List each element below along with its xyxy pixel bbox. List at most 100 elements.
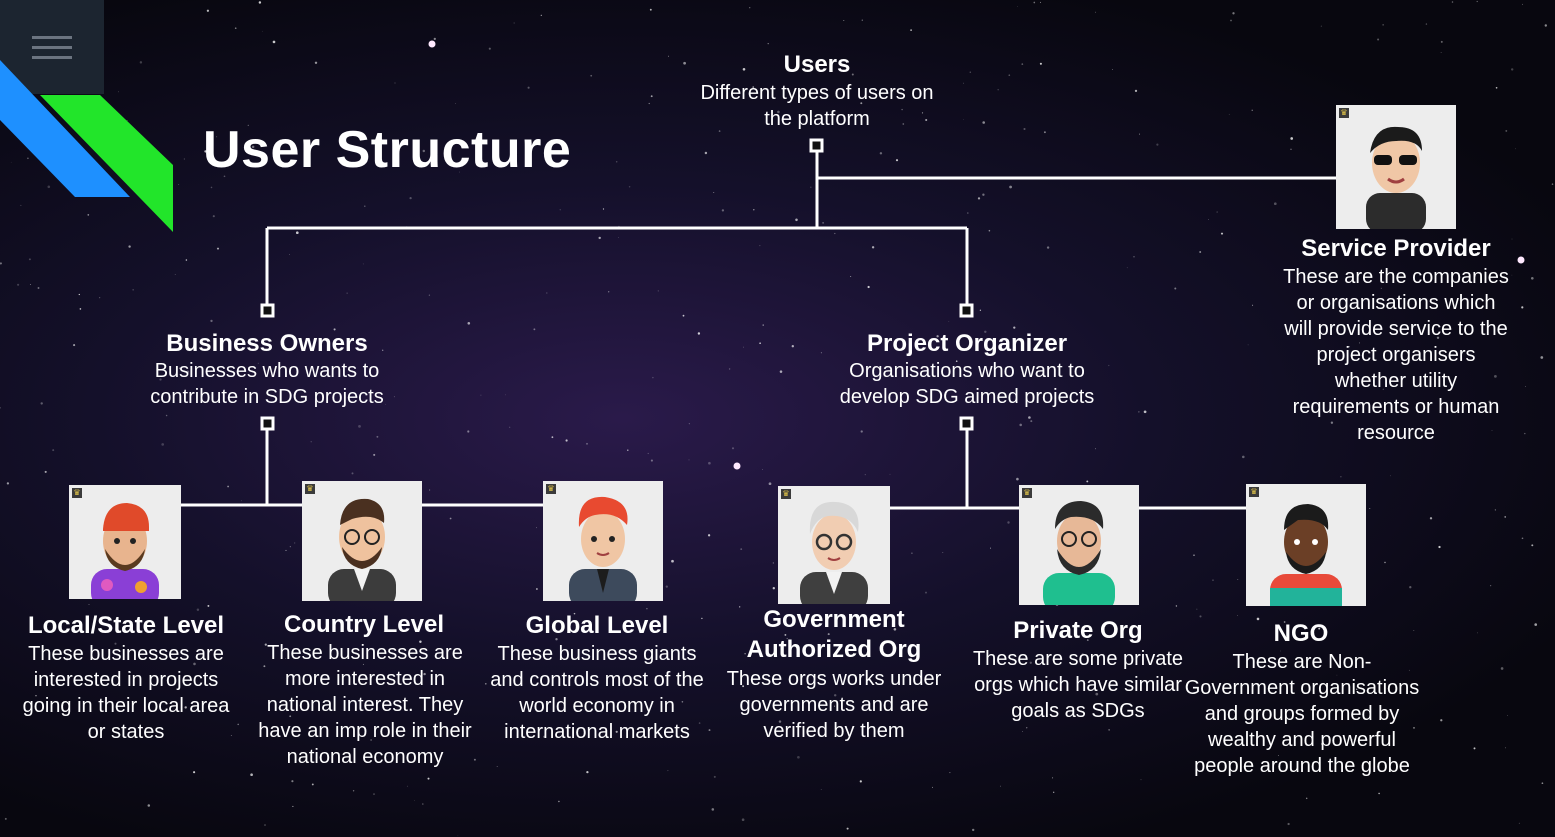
star [1095,692,1099,696]
bright-star [733,462,741,470]
star [1297,624,1300,627]
star [210,186,213,189]
star [648,102,650,105]
star [114,642,117,645]
star [1358,403,1361,406]
star [667,770,669,772]
star [1551,183,1554,185]
star [1510,68,1514,71]
star [615,730,618,733]
star [1511,274,1513,276]
star [740,548,743,550]
decorative-stripes [0,60,173,232]
private-org-avatar: ♛ [1019,485,1139,605]
star [230,139,232,141]
star [895,159,899,162]
star [608,291,610,293]
star [910,368,912,370]
star [1290,137,1294,140]
star [772,587,775,590]
star [509,426,511,428]
star [207,604,210,607]
star [223,175,226,178]
star [1134,89,1138,93]
star [473,758,476,761]
star [480,394,482,396]
star [652,376,654,379]
star [467,322,471,325]
star [196,608,200,611]
star [1290,148,1292,150]
star [533,328,536,331]
star [484,682,487,685]
star [289,546,291,548]
local-state-avatar: ♛ [69,485,181,599]
star [650,95,653,98]
star [739,606,741,608]
star [178,367,181,370]
star [285,658,286,659]
menu-bar-icon [32,35,72,39]
star [1237,579,1239,581]
star [932,786,933,788]
star [1207,218,1209,220]
star [1378,792,1380,795]
star [942,552,944,554]
star [449,517,452,520]
star [1530,276,1534,280]
star [1484,271,1487,273]
star [1476,0,1478,3]
star [1228,113,1230,115]
star [1126,267,1128,269]
star [0,407,1,409]
connector-node [959,416,974,431]
star [708,461,711,465]
star [1030,420,1033,423]
star [1436,336,1440,340]
star [496,765,498,768]
star [159,378,162,381]
star [851,73,854,76]
star [1028,416,1031,419]
star [586,442,588,445]
star [373,793,375,795]
star [1007,521,1010,524]
star [1358,342,1360,344]
star [1382,388,1385,390]
crown-badge-icon: ♛ [1249,487,1259,497]
star [258,1,262,4]
star [657,290,659,292]
star [1525,386,1526,388]
star [1348,345,1350,348]
star [455,103,457,104]
star [1237,615,1238,617]
star [1511,238,1513,240]
star [1143,410,1147,414]
star [433,37,436,41]
star [216,136,218,138]
star [1112,69,1113,70]
crown-badge-icon: ♛ [781,489,791,499]
star [602,208,605,210]
star [671,559,674,563]
star [311,783,314,786]
star [921,112,924,114]
star [0,262,2,265]
star [1494,375,1497,378]
star [1488,400,1491,403]
star [1242,455,1245,459]
star [955,360,958,363]
local-state-desc: These businesses are interested in proje… [22,643,230,743]
star [427,777,430,780]
star [1305,797,1308,800]
star [373,453,376,456]
star [1081,653,1085,656]
star [543,735,546,738]
service-provider-avatar: ♛ [1336,105,1456,229]
star [861,19,863,21]
star [728,368,731,370]
star [962,118,964,120]
star [649,8,652,11]
star [161,443,165,446]
star [6,482,10,485]
